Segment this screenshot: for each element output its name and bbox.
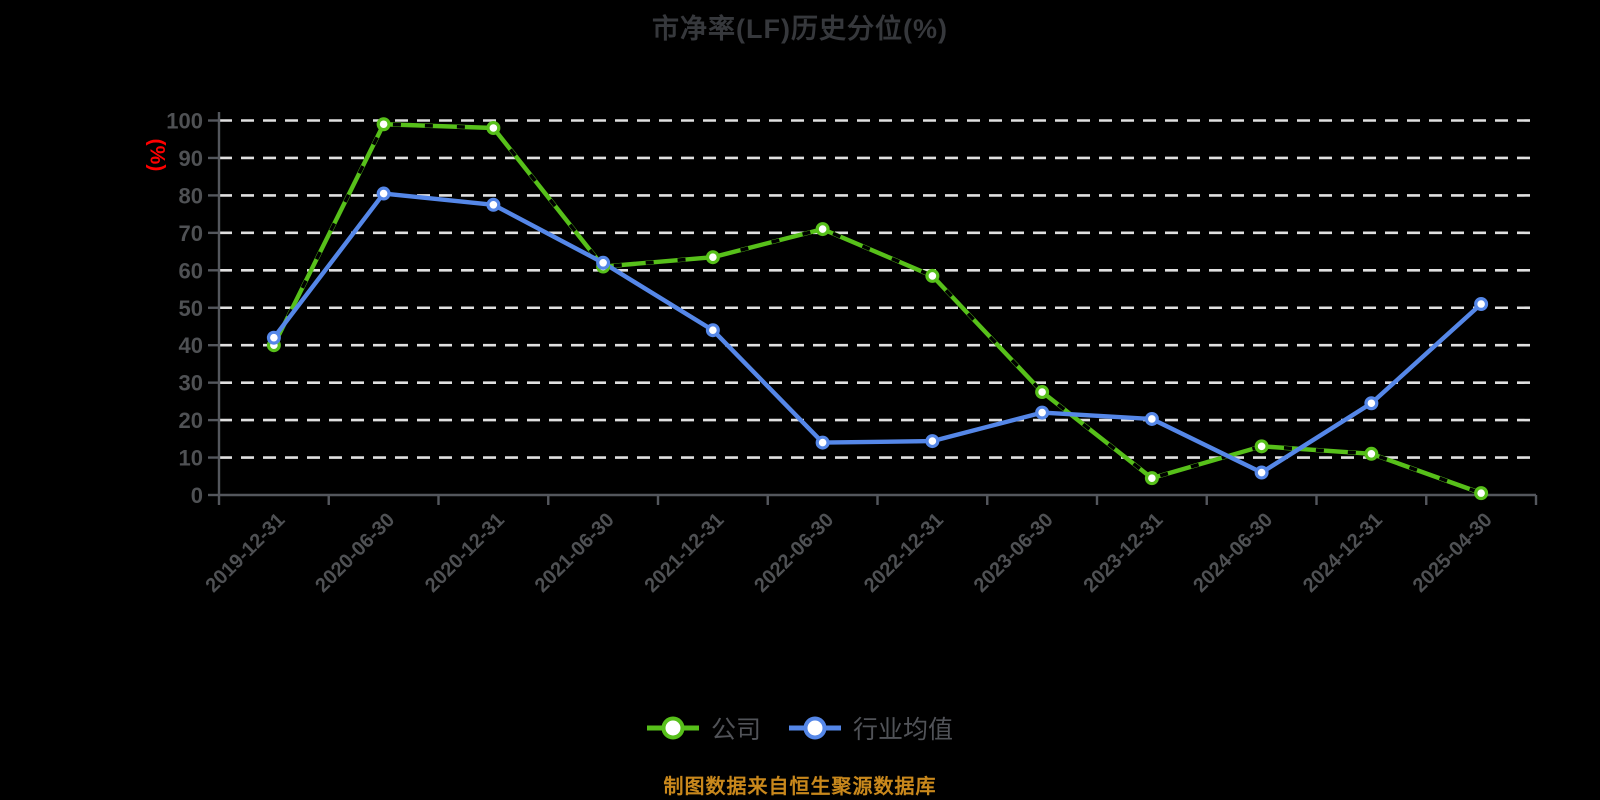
industry-average-point[interactable] xyxy=(596,255,611,270)
y-tick-label: 50 xyxy=(179,296,203,321)
y-tick-label: 10 xyxy=(179,446,203,471)
x-tick-label: 2022-06-30 xyxy=(750,509,838,597)
company-point[interactable] xyxy=(815,222,830,237)
industry-average-point[interactable] xyxy=(1254,465,1269,480)
company-line[interactable] xyxy=(271,122,1484,496)
company-point[interactable] xyxy=(925,268,940,283)
company-line-legend-icon xyxy=(646,716,699,740)
legend-circle-glyph xyxy=(803,716,827,740)
data-source-note: 制图数据来自恒生聚源数据库 xyxy=(663,776,937,798)
industry-average-point[interactable] xyxy=(1474,297,1489,312)
legend-circle-glyph xyxy=(661,716,685,740)
company-point[interactable] xyxy=(486,120,501,135)
industry-average-point[interactable] xyxy=(1144,411,1159,426)
x-tick-label: 2023-12-31 xyxy=(1080,509,1168,597)
x-tick-label: 2024-06-30 xyxy=(1189,509,1277,597)
company-point[interactable] xyxy=(1144,471,1159,486)
y-tick-label: 60 xyxy=(179,258,203,283)
industry-average-point[interactable] xyxy=(1035,405,1050,420)
company-point[interactable] xyxy=(1474,486,1489,501)
x-tick-label: 2019-12-31 xyxy=(202,509,290,597)
x-tick-label: 2024-12-31 xyxy=(1299,509,1387,597)
industry-average-point[interactable] xyxy=(815,435,830,450)
y-tick-label: 30 xyxy=(179,371,203,396)
chart-legend: 公司 行业均值 xyxy=(0,710,1600,746)
y-axis-unit-label: (%) xyxy=(145,139,168,172)
y-tick-label: 80 xyxy=(179,183,203,208)
legend-item-industry-average[interactable]: 行业均值 xyxy=(789,710,953,746)
industry-average-point[interactable] xyxy=(486,197,501,212)
industry-line-legend-icon xyxy=(789,716,841,740)
legend-item-company[interactable]: 公司 xyxy=(646,710,761,746)
y-tick-label: 20 xyxy=(179,408,203,433)
x-tick-label: 2021-06-30 xyxy=(531,509,619,597)
y-tick-label: 40 xyxy=(179,333,203,358)
company-point[interactable] xyxy=(1364,446,1379,461)
chart-title: 市净率(LF)历史分位(%) xyxy=(652,14,948,44)
x-tick-label: 2020-06-30 xyxy=(311,509,399,597)
x-tick-label: 2022-12-31 xyxy=(860,509,948,597)
y-tick-label: 70 xyxy=(179,221,203,246)
company-point[interactable] xyxy=(705,250,720,265)
x-tick-label: 2025-04-30 xyxy=(1409,509,1497,597)
line-chart-plot-area: 0 10 20 30 40 50 60 70 80 90 100 2019-12-31 2020-06-… xyxy=(145,109,1538,597)
x-tick-label: 2021-12-31 xyxy=(641,509,729,597)
industry-average-point[interactable] xyxy=(376,186,391,201)
company-point[interactable] xyxy=(1254,439,1269,454)
industry-average-point[interactable] xyxy=(925,434,940,449)
y-tick-label: 0 xyxy=(191,483,203,508)
x-tick-label: 2020-12-31 xyxy=(421,509,509,597)
industry-average-point[interactable] xyxy=(266,330,281,345)
y-tick-label: 100 xyxy=(166,109,203,134)
company-point[interactable] xyxy=(1035,385,1050,400)
industry-average-point[interactable] xyxy=(705,323,720,338)
y-tick-label: 90 xyxy=(179,146,203,171)
legend-label-company: 公司 xyxy=(710,716,761,744)
industry-average-point[interactable] xyxy=(1364,396,1379,411)
company-point[interactable] xyxy=(376,117,391,132)
x-tick-label: 2023-06-30 xyxy=(970,509,1058,597)
legend-label-industry-average: 行业均值 xyxy=(853,716,954,744)
industry-average-line[interactable] xyxy=(271,191,1484,475)
